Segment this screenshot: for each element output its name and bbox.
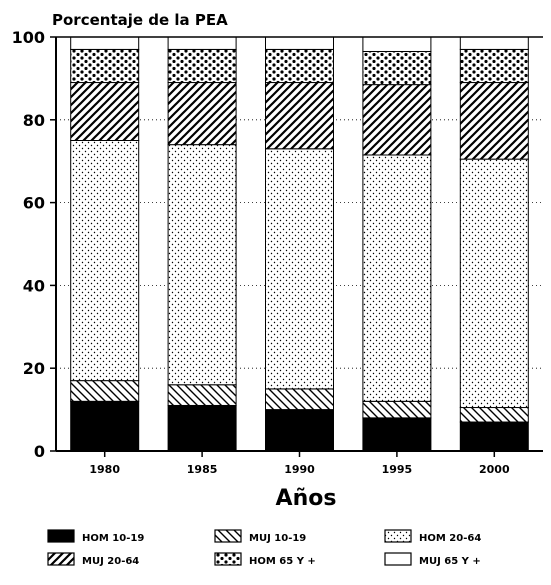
x-tick-label-2000: 2000 xyxy=(479,463,510,476)
x-axis-label: Años xyxy=(276,486,337,511)
x-tick-label-1990: 1990 xyxy=(284,463,315,476)
x-tick-label-1995: 1995 xyxy=(382,463,413,476)
legend-label-muj-20-64: MUJ 20-64 xyxy=(82,556,139,567)
bar-segment-2000-muj-10-19 xyxy=(459,407,529,423)
bar-segment-1980-muj-65-y xyxy=(70,36,140,50)
legend-label-muj-65-y: MUJ 65 Y + xyxy=(419,556,481,567)
legend-label-hom-10-19: HOM 10-19 xyxy=(82,533,144,544)
bar-segment-1995-hom-20-64 xyxy=(362,154,432,402)
bar-segment-2000-hom-65-y xyxy=(459,48,529,84)
bar-segment-1985-hom-10-19 xyxy=(167,404,237,452)
legend-swatch-muj-20-64 xyxy=(47,552,75,566)
bar-segment-1980-hom-10-19 xyxy=(70,400,140,452)
bar-segment-1995-muj-20-64 xyxy=(362,84,432,156)
bar-segment-1985-muj-20-64 xyxy=(167,82,237,146)
bar-segment-1985-muj-65-y xyxy=(167,36,237,50)
y-tick-label-0: 0 xyxy=(34,442,45,461)
y-tick-label-20: 20 xyxy=(23,359,45,378)
legend-label-muj-10-19: MUJ 10-19 xyxy=(249,533,306,544)
y-axis-label: Porcentaje de la PEA xyxy=(52,11,228,29)
bar-segment-1995-hom-10-19 xyxy=(362,417,432,452)
bar-segment-2000-hom-20-64 xyxy=(459,158,529,409)
y-tick-label-40: 40 xyxy=(23,276,45,295)
bar-segment-1985-muj-10-19 xyxy=(167,384,237,406)
bar-segment-1995-hom-65-y xyxy=(362,50,432,86)
bar-segment-2000-hom-10-19 xyxy=(459,421,529,452)
legend-label-hom-20-64: HOM 20-64 xyxy=(419,533,481,544)
bar-segment-1990-hom-10-19 xyxy=(265,409,334,452)
legend-swatch-muj-65-y xyxy=(384,552,412,566)
bar-segment-1980-hom-20-64 xyxy=(70,140,140,382)
bar-segment-1990-muj-20-64 xyxy=(265,82,334,150)
x-tick-label-1980: 1980 xyxy=(89,463,120,476)
y-tick-label-100: 100 xyxy=(12,28,45,47)
legend-swatch-muj-10-19 xyxy=(214,529,242,543)
bar-segment-2000-muj-65-y xyxy=(459,36,529,50)
bar-segment-1980-hom-65-y xyxy=(70,48,140,84)
axes: 1980 1985 1990 1995 2000 0 20 40 60 80 100 xyxy=(12,28,543,476)
bar-segment-1990-hom-20-64 xyxy=(265,148,334,390)
bar-segment-2000-muj-20-64 xyxy=(459,82,529,160)
bar-segment-1990-muj-65-y xyxy=(265,36,334,50)
legend: HOM 10-19 MUJ 10-19 HOM 20-64 MUJ 20-64 HOM … xyxy=(47,529,481,567)
x-tick-label-1985: 1985 xyxy=(187,463,218,476)
bar-segment-1980-muj-10-19 xyxy=(70,380,140,402)
legend-swatch-hom-10-19 xyxy=(47,529,75,543)
bar-segment-1990-hom-65-y xyxy=(265,48,334,84)
bar-segment-1980-muj-20-64 xyxy=(70,82,140,141)
bar-segment-1995-muj-10-19 xyxy=(362,400,432,419)
legend-swatch-hom-65-y xyxy=(214,552,242,566)
y-tick-label-80: 80 xyxy=(23,111,45,130)
bars xyxy=(70,36,529,452)
bar-segment-1990-muj-10-19 xyxy=(265,388,334,411)
legend-swatch-hom-20-64 xyxy=(384,529,412,543)
bar-segment-1995-muj-65-y xyxy=(362,36,432,52)
bar-segment-1985-hom-65-y xyxy=(167,48,237,84)
legend-label-hom-65-y: HOM 65 Y + xyxy=(249,556,316,567)
y-tick-label-60: 60 xyxy=(23,194,45,213)
bar-segment-1985-hom-20-64 xyxy=(167,144,237,386)
